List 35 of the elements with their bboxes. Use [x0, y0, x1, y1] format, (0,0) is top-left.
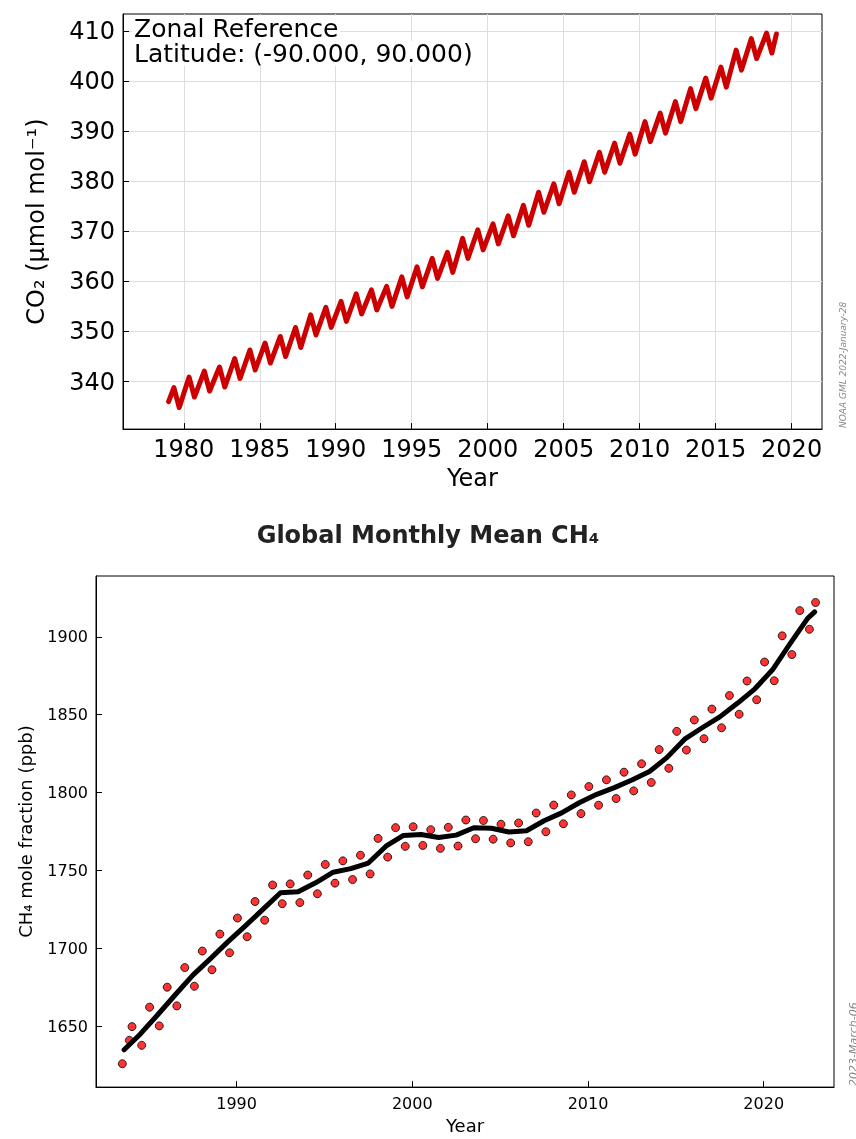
- x-tick-label: 2005: [533, 435, 595, 464]
- x-tick-label: 2010: [609, 435, 671, 464]
- y-tick-label: 380: [69, 167, 115, 196]
- y-tick-label: 1700: [47, 938, 88, 958]
- x-tick-label: 1980: [153, 435, 215, 464]
- chart-title: Global Monthly Mean CH₄: [256, 521, 600, 549]
- x-tick-label: 2000: [457, 435, 519, 464]
- text: NOAA GML 2022-January-28: [837, 301, 848, 428]
- annotation: Zonal Reference: [134, 14, 339, 43]
- x-tick-label: 2020: [743, 1093, 785, 1113]
- y-tick-label: 350: [69, 317, 115, 346]
- y-tick-label: 410: [69, 17, 115, 46]
- y-axis-title: CO₂ (μmol mol⁻¹): [22, 118, 50, 325]
- y-tick-label: 390: [69, 117, 115, 146]
- y-tick-label: 340: [69, 367, 115, 396]
- x-axis-title: Year: [446, 464, 499, 492]
- y-tick-label: 400: [69, 67, 115, 96]
- y-tick-label: 370: [69, 217, 115, 246]
- annotation: Latitude: (-90.000, 90.000): [134, 39, 473, 68]
- x-tick-label: 2020: [761, 435, 823, 464]
- x-tick-label: 2015: [685, 435, 747, 464]
- x-axis-title: Year: [444, 1114, 485, 1136]
- y-tick-label: 360: [69, 267, 115, 296]
- x-tick-label: 1990: [216, 1093, 257, 1113]
- y-tick-label: 1800: [47, 783, 88, 803]
- x-tick-label: 1995: [381, 435, 443, 464]
- x-tick-label: 1985: [229, 435, 291, 464]
- x-tick-label: 1990: [305, 435, 367, 464]
- y-tick-label: 1650: [47, 1016, 88, 1036]
- y-tick-label: 1850: [47, 705, 88, 725]
- x-tick-label: 2010: [567, 1093, 609, 1113]
- x-tick-label: 2000: [391, 1093, 433, 1113]
- y-tick-label: 1750: [47, 861, 88, 881]
- y-axis-title: CH₄ mole fraction (ppb): [14, 725, 36, 938]
- y-tick-label: 1900: [47, 627, 88, 647]
